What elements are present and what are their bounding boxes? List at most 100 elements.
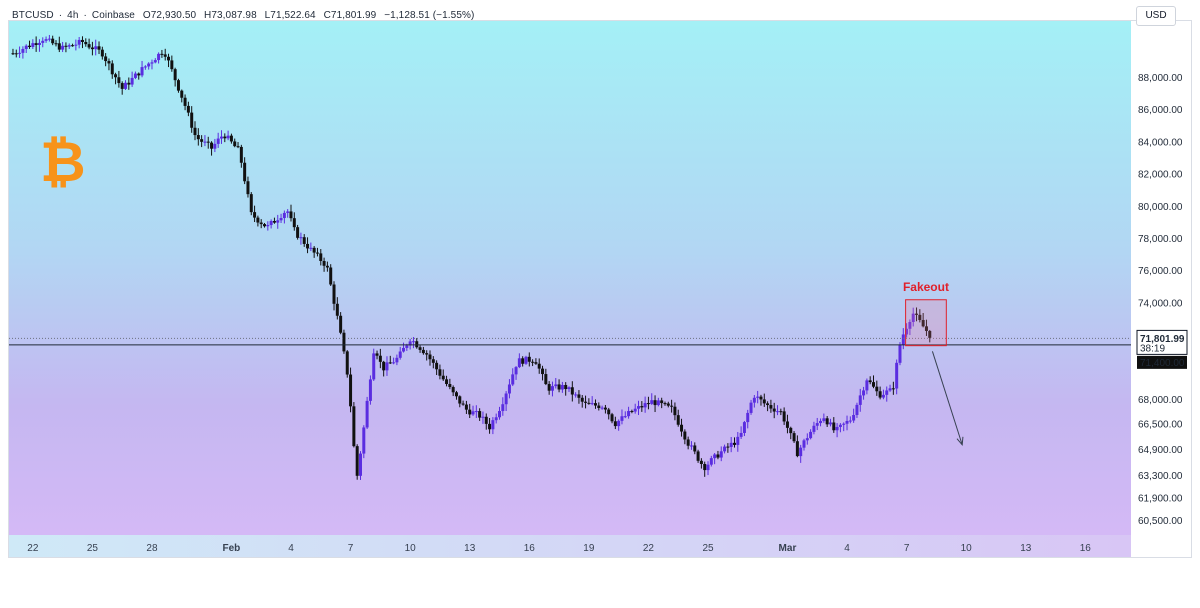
candle-body xyxy=(795,441,799,457)
chart-frame: Fakeout 88,000.00 86,000.00 84,000.00 82,000… xyxy=(8,20,1192,558)
candle-body xyxy=(656,400,660,406)
support-level-label: 71,400.00 xyxy=(1140,358,1185,369)
candle-body xyxy=(339,315,343,333)
x-tick-label: 7 xyxy=(348,543,354,554)
candle-body xyxy=(560,384,564,390)
candle-body xyxy=(862,390,866,396)
candle-body xyxy=(120,83,124,89)
candle-body xyxy=(306,243,310,249)
candle-body xyxy=(732,442,736,445)
candle-body xyxy=(779,411,783,413)
candle-body xyxy=(471,411,475,415)
price-axis[interactable] xyxy=(1131,21,1191,557)
x-tick-label: 16 xyxy=(1080,543,1092,554)
candle-body xyxy=(11,53,15,55)
projection-arrow-head xyxy=(956,436,964,446)
candle-body xyxy=(703,463,707,471)
candle-body xyxy=(110,63,114,75)
candle-body xyxy=(819,420,823,424)
candle-body xyxy=(842,423,846,425)
candle-body xyxy=(580,397,584,402)
candle-body xyxy=(527,356,531,362)
candle-body xyxy=(756,396,760,398)
candle-body xyxy=(759,396,763,400)
candle-body xyxy=(31,43,35,47)
candle-body xyxy=(180,90,184,98)
candle-body xyxy=(445,379,449,385)
price-chart[interactable]: Fakeout 88,000.00 86,000.00 84,000.00 82,000… xyxy=(9,21,1192,558)
bitcoin-logo-icon: ₿ xyxy=(40,130,86,195)
x-tick-label: 13 xyxy=(464,543,476,554)
candle-body xyxy=(637,406,641,409)
candle-body xyxy=(74,44,78,46)
candle-body xyxy=(28,45,32,47)
candle-body xyxy=(378,355,382,362)
candle-body xyxy=(666,403,670,406)
candle-body xyxy=(272,220,276,223)
candle-body xyxy=(362,427,366,454)
candle-body xyxy=(673,406,677,416)
symbol-name[interactable]: BTCUSD xyxy=(12,10,54,21)
candle-body xyxy=(127,82,131,85)
currency-selector[interactable]: USD xyxy=(1136,6,1176,26)
candle-body xyxy=(719,451,723,458)
interval-label[interactable]: 4h xyxy=(67,10,79,21)
candle-body xyxy=(587,402,591,404)
candle-body xyxy=(425,353,429,355)
candle-body xyxy=(183,97,187,106)
candle-body xyxy=(680,424,684,432)
candle-body xyxy=(901,334,905,345)
candle-body xyxy=(683,431,687,440)
close-value: C71,801.99 xyxy=(323,10,377,21)
candle-body xyxy=(709,458,713,465)
candle-body xyxy=(385,362,389,371)
x-tick-label: 4 xyxy=(844,543,850,554)
last-price-label: 71,801.99 xyxy=(1140,334,1185,345)
candle-body xyxy=(21,48,25,53)
y-tick-label: 64,900.00 xyxy=(1138,445,1183,456)
candle-body xyxy=(64,45,68,47)
candle-body xyxy=(915,313,919,315)
candle-body xyxy=(474,411,478,413)
y-tick-label: 63,300.00 xyxy=(1138,471,1183,482)
plot-area[interactable] xyxy=(9,21,1131,535)
candle-body xyxy=(921,320,925,327)
candle-body xyxy=(491,420,495,430)
candle-body xyxy=(190,112,194,128)
candle-body xyxy=(885,390,889,395)
candle-body xyxy=(332,284,336,304)
candle-body xyxy=(815,423,819,426)
candle-body xyxy=(57,43,61,50)
candle-body xyxy=(835,426,839,431)
candle-body xyxy=(832,422,836,431)
candle-body xyxy=(388,362,392,364)
candle-body xyxy=(706,464,710,471)
fakeout-label: Fakeout xyxy=(903,280,949,294)
candle-body xyxy=(554,384,558,387)
candle-body xyxy=(888,388,892,391)
candle-body xyxy=(435,362,439,370)
candle-body xyxy=(263,224,267,227)
candle-body xyxy=(54,43,58,45)
candle-body xyxy=(891,388,895,390)
candle-body xyxy=(196,135,200,140)
candle-body xyxy=(911,313,915,322)
candle-body xyxy=(723,446,727,452)
candle-body xyxy=(577,394,581,398)
x-tick-label: 22 xyxy=(27,543,39,554)
last-price-badge xyxy=(1136,329,1188,355)
x-tick-label: 22 xyxy=(643,543,655,554)
candle-body xyxy=(77,39,81,45)
candle-body xyxy=(395,357,399,363)
candle-body xyxy=(405,345,409,348)
candle-body xyxy=(176,80,180,91)
y-tick-label: 84,000.00 xyxy=(1138,137,1183,148)
candle-body xyxy=(147,63,151,67)
candle-body xyxy=(239,146,243,163)
candle-body xyxy=(838,424,842,427)
candle-body xyxy=(593,403,597,406)
high-value: H73,087.98 xyxy=(204,10,257,21)
candle-body xyxy=(617,420,621,427)
time-axis[interactable] xyxy=(9,535,1131,557)
candle-body xyxy=(345,351,349,375)
